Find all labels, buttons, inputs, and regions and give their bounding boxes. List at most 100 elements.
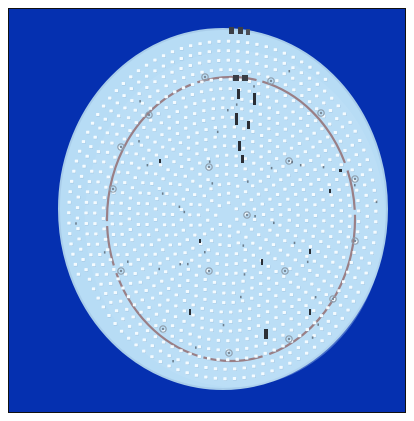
resistor xyxy=(293,241,296,245)
led xyxy=(348,214,352,218)
led xyxy=(153,140,157,144)
led xyxy=(240,97,244,101)
led xyxy=(308,269,312,272)
led xyxy=(281,322,285,326)
led xyxy=(103,117,107,121)
resistor xyxy=(138,140,140,143)
led xyxy=(362,148,366,152)
led xyxy=(219,68,223,72)
led xyxy=(238,319,242,323)
led xyxy=(135,133,140,137)
led xyxy=(149,118,153,122)
led xyxy=(324,173,328,177)
led xyxy=(210,227,214,231)
led xyxy=(317,178,321,181)
led xyxy=(213,145,217,149)
led xyxy=(289,146,294,150)
mount-hole-center xyxy=(319,111,323,115)
led xyxy=(182,309,186,313)
led xyxy=(241,146,246,150)
led xyxy=(281,344,285,348)
led xyxy=(282,311,286,314)
led xyxy=(327,270,331,274)
led xyxy=(209,78,213,82)
led xyxy=(109,109,113,113)
led xyxy=(230,106,234,110)
led xyxy=(226,39,231,43)
led xyxy=(282,51,287,55)
led xyxy=(193,102,197,106)
led xyxy=(364,193,368,197)
led xyxy=(191,179,195,183)
led xyxy=(295,203,300,207)
resistor xyxy=(127,260,129,263)
led xyxy=(148,262,152,266)
led xyxy=(145,329,150,333)
led xyxy=(275,157,279,161)
mount-hole xyxy=(351,175,359,183)
led xyxy=(264,64,268,68)
led xyxy=(319,314,324,318)
led xyxy=(156,112,160,116)
led xyxy=(266,175,270,179)
led xyxy=(230,115,234,119)
led xyxy=(226,191,231,195)
led xyxy=(132,303,137,307)
led xyxy=(251,140,255,144)
led xyxy=(141,157,146,161)
led xyxy=(171,147,175,151)
led xyxy=(212,290,217,294)
led xyxy=(193,112,197,116)
led xyxy=(265,320,270,324)
led xyxy=(101,217,106,220)
led xyxy=(198,42,202,46)
resistor xyxy=(227,109,229,112)
led xyxy=(184,126,188,130)
led xyxy=(114,89,119,93)
led xyxy=(324,293,328,297)
led xyxy=(93,201,97,205)
led xyxy=(95,273,99,277)
resistor xyxy=(322,166,325,169)
led xyxy=(152,128,156,132)
led xyxy=(131,315,135,319)
led xyxy=(168,138,172,142)
led xyxy=(322,279,326,283)
led xyxy=(213,126,218,130)
led xyxy=(243,190,248,194)
led xyxy=(252,161,256,165)
led xyxy=(250,296,254,300)
led xyxy=(301,188,306,192)
led xyxy=(179,328,183,332)
led xyxy=(223,377,227,381)
led xyxy=(174,304,178,308)
led xyxy=(78,185,82,189)
led xyxy=(130,238,134,242)
led xyxy=(303,198,308,202)
led xyxy=(354,153,358,157)
led xyxy=(304,340,309,344)
led xyxy=(200,316,204,320)
led xyxy=(264,188,268,192)
led xyxy=(225,263,229,267)
led xyxy=(251,130,255,133)
led xyxy=(264,238,268,242)
led xyxy=(250,150,255,154)
led xyxy=(296,346,301,350)
led xyxy=(268,139,272,143)
led xyxy=(299,105,304,109)
led xyxy=(181,96,185,100)
led xyxy=(335,153,340,157)
led xyxy=(311,145,315,149)
led xyxy=(164,155,169,159)
led xyxy=(281,288,286,291)
led xyxy=(307,112,311,115)
led xyxy=(111,233,116,236)
led xyxy=(259,282,263,286)
led xyxy=(273,169,277,173)
led xyxy=(125,151,129,155)
mount-hole xyxy=(351,237,359,245)
led xyxy=(323,149,328,152)
mount-hole-center xyxy=(331,297,335,301)
led xyxy=(113,322,117,325)
